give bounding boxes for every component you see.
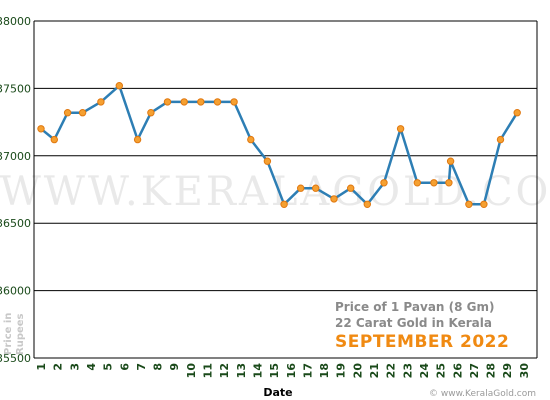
x-tick-label-21: 21 — [368, 363, 381, 378]
data-point-10 — [180, 98, 188, 106]
x-tick-label-15: 15 — [268, 363, 281, 378]
x-tick-label-4: 4 — [85, 363, 98, 371]
data-point-18 — [312, 184, 320, 192]
data-point-2 — [50, 135, 58, 144]
data-point-1 — [37, 125, 45, 133]
x-tick-label-13: 13 — [235, 363, 248, 378]
data-point-21 — [363, 200, 371, 209]
x-tick-label-3: 3 — [68, 363, 81, 371]
footer-credit: © www.KeralaGold.com — [429, 389, 536, 399]
data-point-22 — [380, 179, 388, 187]
x-tick-label-2: 2 — [52, 363, 65, 371]
data-point-15 — [263, 157, 272, 165]
data-point-6 — [115, 82, 124, 90]
x-tick-label-28: 28 — [485, 363, 498, 378]
data-point-27 — [446, 157, 455, 165]
x-tick-label-5: 5 — [102, 363, 115, 371]
data-point-29 — [480, 200, 488, 209]
data-point-9 — [163, 98, 172, 106]
data-point-31 — [513, 109, 521, 117]
data-point-12 — [213, 98, 222, 106]
y-tick-label-35500: 35500 — [0, 352, 31, 365]
x-tick-label-6: 6 — [118, 363, 131, 371]
x-tick-label-24: 24 — [418, 363, 431, 379]
y-tick-label-38000: 38000 — [0, 15, 31, 28]
x-tick-label-19: 19 — [335, 363, 348, 378]
data-point-7 — [133, 135, 142, 144]
data-point-8 — [147, 109, 155, 117]
x-tick-label-17: 17 — [301, 363, 314, 378]
x-tick-label-29: 29 — [501, 363, 514, 378]
data-point-14 — [247, 135, 255, 144]
caption-line-3: SEPTEMBER 2022 — [335, 332, 509, 352]
x-tick-label-18: 18 — [318, 363, 331, 378]
x-tick-label-27: 27 — [468, 363, 481, 378]
x-tick-label-10: 10 — [185, 363, 198, 379]
x-tick-label-20: 20 — [351, 363, 364, 379]
data-point-16 — [280, 200, 288, 209]
x-tick-label-16: 16 — [285, 363, 298, 379]
x-tick-label-23: 23 — [401, 363, 414, 378]
x-tick-label-7: 7 — [135, 363, 148, 371]
y-axis-label-part-1: Price in — [3, 313, 14, 355]
x-tick-label-30: 30 — [518, 363, 531, 379]
x-tick-label-14: 14 — [251, 363, 264, 379]
data-point-24 — [413, 179, 421, 187]
x-tick-label-1: 1 — [35, 363, 48, 371]
data-point-25 — [430, 179, 438, 187]
data-point-26 — [445, 179, 453, 187]
data-point-11 — [197, 98, 205, 106]
data-point-5 — [97, 98, 105, 106]
x-tick-label-11: 11 — [202, 363, 215, 378]
caption-line-1: Price of 1 Pavan (8 Gm) — [335, 300, 495, 314]
data-point-23 — [396, 125, 405, 133]
y-axis-label-part-2: Rupees — [15, 313, 26, 355]
x-tick-label-25: 25 — [435, 363, 448, 378]
data-point-20 — [347, 184, 355, 192]
x-tick-label-8: 8 — [152, 363, 165, 371]
watermark-text: WWW.KERALAGOLD.COM — [0, 169, 550, 215]
x-axis-label: Date — [263, 386, 292, 399]
x-tick-label-12: 12 — [218, 363, 231, 378]
data-point-3 — [63, 109, 72, 117]
caption-line-2: 22 Carat Gold in Kerala — [335, 316, 492, 330]
y-tick-label-37000: 37000 — [0, 150, 31, 163]
x-tick-label-9: 9 — [168, 363, 181, 371]
data-point-13 — [230, 98, 238, 106]
y-tick-label-37500: 37500 — [0, 82, 31, 95]
x-tick-label-26: 26 — [451, 363, 464, 379]
data-point-19 — [330, 195, 338, 203]
y-tick-label-36000: 36000 — [0, 285, 31, 298]
data-point-17 — [297, 184, 305, 192]
data-point-4 — [78, 109, 87, 117]
y-tick-label-36500: 36500 — [0, 217, 31, 230]
data-point-30 — [496, 135, 505, 144]
data-point-28 — [465, 200, 473, 209]
x-tick-label-22: 22 — [385, 363, 398, 378]
